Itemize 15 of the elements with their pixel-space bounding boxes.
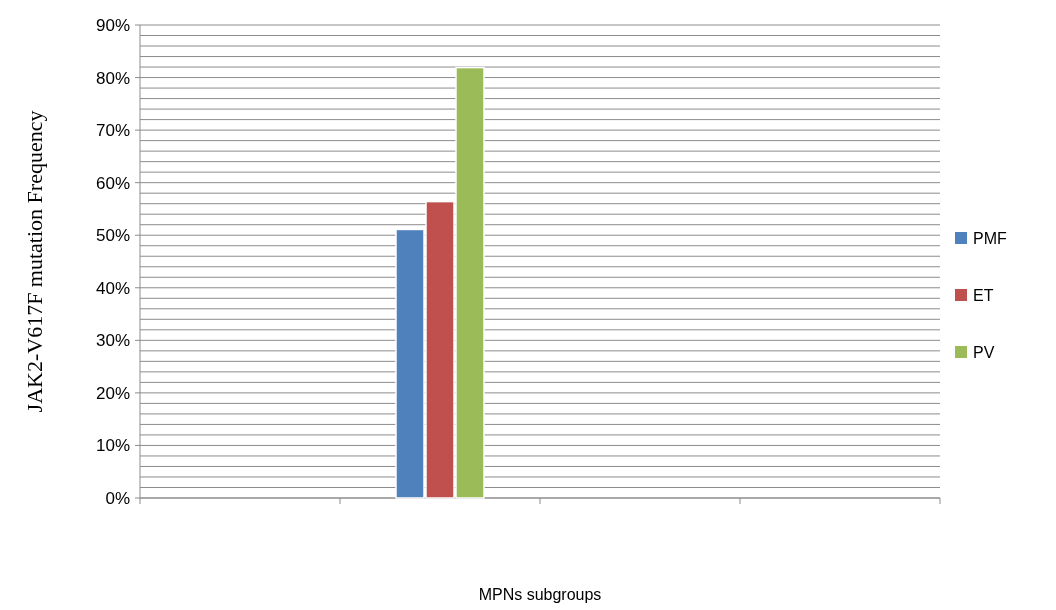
y-tick-label: 10% <box>95 436 130 456</box>
y-tick-label: 70% <box>95 121 130 141</box>
y-tick-label: 60% <box>95 173 130 193</box>
legend-label: PMF <box>973 229 1007 247</box>
legend-label: PV <box>973 343 995 361</box>
y-tick-label: 30% <box>95 331 130 351</box>
y-tick-label: 0% <box>105 488 130 508</box>
y-tick-label: 90% <box>95 15 130 35</box>
y-axis-title: JAK2-V617F mutation Frequency <box>22 110 47 413</box>
y-tick-label: 40% <box>95 278 130 298</box>
x-axis-title: MPNs subgroups <box>478 586 602 603</box>
y-tick-label: 20% <box>95 383 130 403</box>
y-tick-label: 50% <box>95 226 130 246</box>
y-tick-label: 80% <box>95 68 130 88</box>
legend-label: ET <box>973 286 994 304</box>
